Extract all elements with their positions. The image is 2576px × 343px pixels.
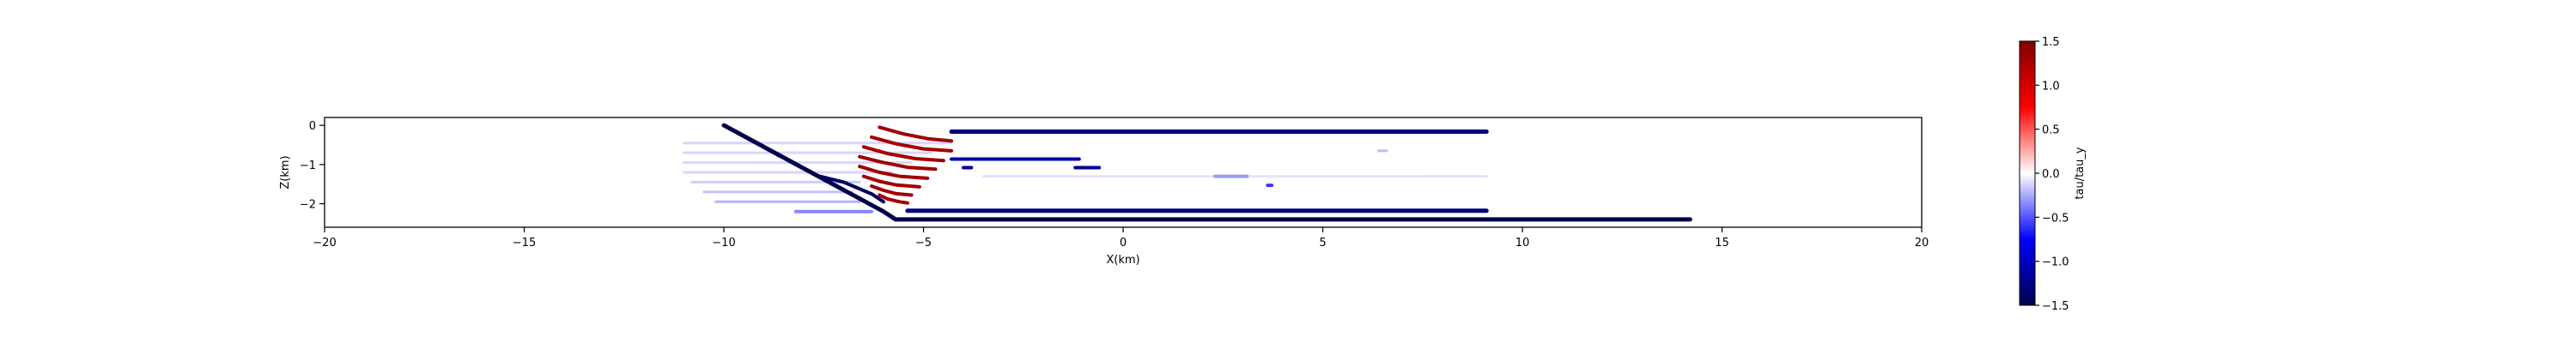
fault-segment-21 (861, 145, 945, 163)
plot-area (683, 123, 1692, 222)
x-tick-label: −10 (712, 237, 735, 250)
x-tick-label: 5 (1319, 237, 1326, 250)
colorbar: 1.5 1.0 0.5 0.0 −0.5 −1.0 −1.5 (2019, 36, 2069, 313)
x-axis: −20 −15 −10 −5 0 5 10 15 20 (313, 227, 1929, 250)
colorbar-label: tau/tau_y (2074, 147, 2087, 199)
x-tick-label: 15 (1715, 237, 1729, 250)
colorbar-tick-label: 1.5 (2042, 36, 2060, 49)
fault-segment-20 (870, 135, 953, 153)
colorbar-tick-label: 0.0 (2042, 168, 2060, 181)
colorbar-tick-label: −1.5 (2042, 300, 2069, 313)
fault-segment-0 (721, 123, 1692, 222)
fault-segment-23 (858, 165, 930, 180)
colorbar-tick-label: 0.5 (2042, 124, 2060, 137)
fault-segment-1 (817, 174, 885, 204)
x-tick-label: −5 (915, 237, 932, 250)
x-axis-label: X(km) (1106, 254, 1139, 267)
colorbar-gradient (2020, 41, 2035, 305)
fault-segment-25 (870, 184, 914, 197)
plot-frame (324, 117, 1923, 228)
x-tick-label: 0 (1120, 237, 1127, 250)
x-tick-label: −15 (513, 237, 536, 250)
y-tick-label: −1 (300, 159, 316, 172)
colorbar-tick-label: −0.5 (2042, 212, 2069, 225)
fault-segment-19 (878, 125, 953, 143)
x-tick-label: 10 (1516, 237, 1530, 250)
y-tick-label: −2 (300, 199, 316, 212)
x-tick-label: 20 (1915, 237, 1929, 250)
y-axis: 0 −1 −2 (300, 120, 325, 212)
fault-segment-24 (861, 174, 921, 189)
colorbar-tick-label: 1.0 (2042, 80, 2060, 93)
y-tick-label: 0 (309, 120, 316, 133)
x-tick-label: −20 (313, 237, 336, 250)
colorbar-tick-label: −1.0 (2042, 256, 2069, 269)
fault-segment-22 (858, 154, 938, 172)
fault-segment-26 (878, 193, 909, 205)
y-axis-label: Z(km) (279, 155, 292, 189)
